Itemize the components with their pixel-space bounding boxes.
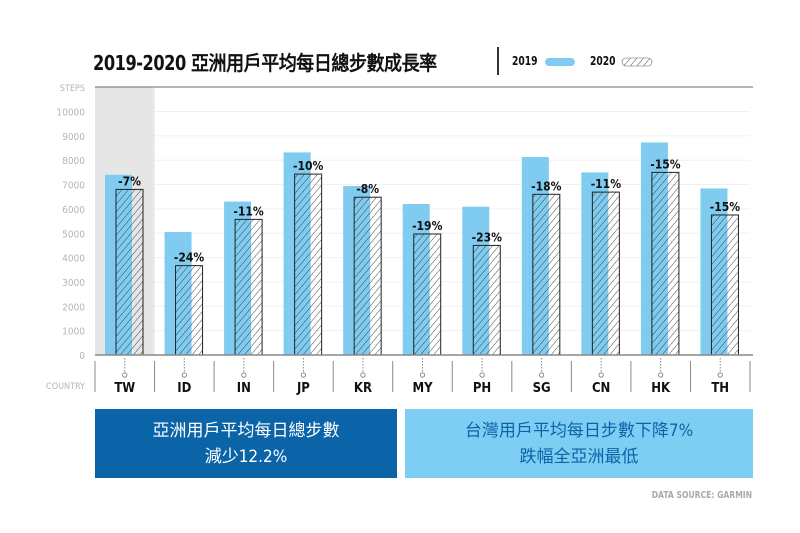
bar-2020-TW — [115, 188, 144, 356]
data-label-KR: -8% — [356, 182, 379, 196]
bar-2020-CN — [591, 191, 620, 356]
data-label-CN: -11% — [591, 177, 622, 191]
y-axis-label: STEPS — [60, 84, 85, 94]
callout-asia-line2: 減少12.2% — [204, 446, 288, 467]
x-tick-label-HK: HK — [651, 381, 671, 396]
data-label-TH: -15% — [710, 200, 741, 214]
legend-divider — [497, 47, 499, 75]
data-label-HK: -15% — [650, 157, 681, 171]
y-tick-label: 3000 — [62, 278, 85, 289]
category-dot — [479, 372, 485, 378]
x-tick-label-TH: TH — [711, 381, 729, 396]
category-dot — [419, 372, 426, 378]
x-tick-label-SG: SG — [533, 381, 551, 396]
callout-taiwan-line1: 台灣用戶平均每日步數下降7% — [464, 420, 694, 441]
data-label-SG: -18% — [531, 179, 562, 193]
callout-taiwan-decline: 台灣用戶平均每日步數下降7% 跌幅全亞洲最低 — [405, 409, 753, 478]
y-tick-label: 0 — [79, 351, 85, 362]
data-source: DATA SOURCE: GARMIN — [651, 490, 752, 501]
chart-title: 2019-2020 亞洲用戶平均每日總步數成長率 — [93, 51, 437, 75]
x-tick-label-IN: IN — [237, 381, 251, 396]
y-tick-label: 4000 — [62, 254, 85, 265]
data-label-ID: -24% — [174, 251, 205, 265]
x-axis-label: COUNTRY — [46, 382, 85, 392]
category-dot — [241, 372, 247, 378]
category-dot — [181, 372, 187, 378]
y-tick-label: 8000 — [62, 156, 85, 167]
x-tick-label-MY: MY — [412, 381, 433, 396]
bar-2020-MY — [413, 233, 442, 356]
legend-swatch-2019 — [545, 58, 575, 66]
category-dot — [300, 372, 307, 378]
bar-2020-SG — [532, 193, 561, 356]
bar-2020-ID — [175, 265, 204, 356]
category-dot — [360, 372, 366, 378]
callout-asia-decline: 亞洲用戶平均每日總步數 減少12.2% — [95, 409, 397, 478]
data-label-JP: -10% — [293, 159, 324, 173]
x-tick-label-KR: KR — [354, 381, 372, 396]
category-dot — [717, 372, 723, 378]
bar-2020-JP — [294, 173, 323, 356]
x-tick-label-JP: JP — [296, 381, 310, 396]
category-dot — [122, 372, 128, 378]
category-dot — [538, 372, 545, 378]
y-tick-label: 1000 — [62, 327, 85, 338]
data-label-TW: -7% — [118, 174, 141, 188]
category-dot — [658, 372, 664, 378]
callout-taiwan-line2: 跌幅全亞洲最低 — [519, 446, 639, 467]
legend-label-2019: 2019 — [512, 54, 538, 68]
category-dot — [598, 372, 604, 378]
legend-swatch-2020 — [621, 57, 653, 67]
y-tick-label: 7000 — [62, 181, 85, 192]
y-tick-label: 9000 — [62, 132, 85, 143]
y-tick-label: 6000 — [62, 205, 85, 216]
bar-2020-IN — [234, 218, 263, 356]
data-label-PH: -23% — [472, 230, 503, 244]
bar-2020-HK — [651, 171, 680, 356]
callout-asia-line1: 亞洲用戶平均每日總步數 — [152, 420, 340, 441]
x-tick-label-ID: ID — [177, 381, 191, 396]
y-tick-label: 10000 — [56, 108, 85, 119]
y-tick-label: 5000 — [62, 229, 85, 240]
y-tick-label: 2000 — [62, 302, 85, 313]
data-label-MY: -19% — [412, 219, 443, 233]
legend-label-2020: 2020 — [590, 54, 616, 68]
x-tick-label-TW: TW — [114, 381, 135, 396]
data-label-IN: -11% — [233, 204, 264, 218]
x-tick-label-PH: PH — [473, 381, 491, 396]
bar-2020-PH — [472, 244, 501, 356]
bar-2020-KR — [353, 196, 382, 356]
x-tick-label-CN: CN — [592, 381, 610, 396]
bar-2020-TH — [710, 214, 739, 356]
